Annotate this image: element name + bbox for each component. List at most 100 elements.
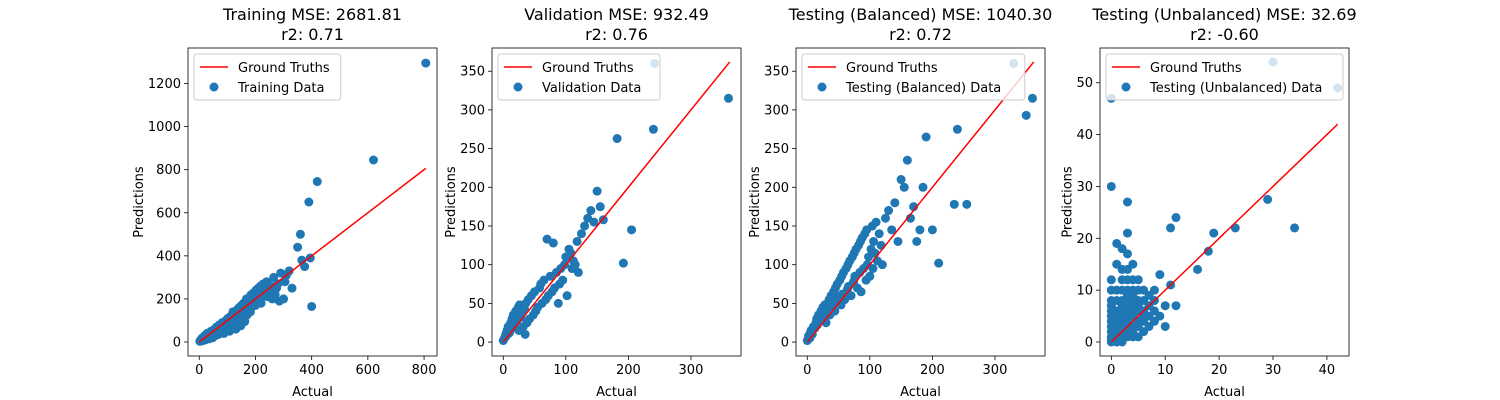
plot-title: Testing (Unbalanced) MSE: 32.69 <box>1091 5 1356 24</box>
data-point <box>871 217 881 227</box>
x-axis-label: Actual <box>900 385 941 400</box>
data-point <box>1203 246 1213 256</box>
data-point <box>553 298 563 308</box>
data-point <box>612 134 622 144</box>
x-tick-label: 30 <box>1265 363 1282 378</box>
legend: Ground Truths Testing (Unbalanced) Data <box>1105 53 1344 101</box>
data-point <box>618 258 628 268</box>
data-point <box>896 175 906 185</box>
y-tick-label: 250 <box>764 142 789 157</box>
y-tick-label: 350 <box>460 65 485 80</box>
y-tick-label: 200 <box>156 292 181 307</box>
plot-title: Validation MSE: 932.49 <box>524 5 709 24</box>
data-point <box>876 240 886 250</box>
y-axis-label: Predictions <box>1060 166 1075 238</box>
data-point <box>558 275 568 285</box>
x-tick-label: 20 <box>1211 363 1228 378</box>
x-axis-label: Actual <box>292 385 333 400</box>
legend-marker-swatch <box>513 82 523 92</box>
data-point <box>912 236 922 246</box>
y-tick-label: 0 <box>477 336 485 351</box>
data-point <box>627 225 637 235</box>
x-tick-label: 200 <box>243 363 268 378</box>
legend-box <box>801 53 1026 101</box>
legend-label-ground-truths: Ground Truths <box>846 61 938 76</box>
data-point <box>884 206 894 216</box>
data-point <box>927 225 937 235</box>
scatter-points <box>1106 57 1343 347</box>
data-point <box>273 279 283 289</box>
data-point <box>846 291 856 301</box>
data-point <box>307 301 317 311</box>
y-tick-label: 10 <box>1076 284 1093 299</box>
data-point <box>566 248 576 258</box>
data-point <box>548 238 558 248</box>
data-point <box>934 258 944 268</box>
x-tick-label: 100 <box>857 363 882 378</box>
x-tick-label: 800 <box>412 363 437 378</box>
legend: Ground Truths Validation Data <box>497 53 661 101</box>
data-point <box>1122 197 1132 207</box>
data-point <box>573 267 583 277</box>
axes-frame <box>187 47 438 357</box>
data-point <box>893 236 903 246</box>
x-tick-label: 0 <box>499 363 507 378</box>
legend-label-ground-truths: Ground Truths <box>542 61 634 76</box>
data-point <box>887 225 897 235</box>
data-point <box>869 236 879 246</box>
data-point <box>293 242 303 252</box>
data-point <box>284 266 294 276</box>
data-point <box>921 132 931 142</box>
y-tick-label: 50 <box>1076 76 1093 91</box>
data-point <box>918 182 928 192</box>
ground-truth-line <box>198 167 427 343</box>
ground-truth-line <box>502 61 731 343</box>
data-point <box>580 221 590 231</box>
plot-subtitle: r2: 0.72 <box>889 25 952 44</box>
data-point <box>312 177 322 187</box>
data-point <box>899 182 909 192</box>
y-tick-label: 20 <box>1076 232 1093 247</box>
data-point <box>279 294 289 304</box>
plot-subtitle: r2: 0.71 <box>281 25 344 44</box>
data-point <box>300 262 310 272</box>
data-point <box>870 248 880 258</box>
plot-title: Training MSE: 2681.81 <box>222 5 402 24</box>
y-tick-label: 250 <box>460 142 485 157</box>
x-tick-label: 0 <box>803 363 811 378</box>
ground-truth-line <box>806 61 1035 343</box>
data-point <box>287 283 297 293</box>
data-point <box>877 260 887 270</box>
y-tick-label: 50 <box>468 297 485 312</box>
data-point <box>592 186 602 196</box>
y-tick-label: 150 <box>764 219 789 234</box>
data-point <box>520 329 530 339</box>
data-point <box>586 206 596 216</box>
legend: Ground Truths Training Data <box>193 53 342 101</box>
data-point <box>902 155 912 165</box>
y-tick-label: 600 <box>156 206 181 221</box>
y-tick-label: 1200 <box>148 77 181 92</box>
y-tick-label: 100 <box>460 258 485 273</box>
data-point <box>304 197 314 207</box>
y-tick-label: 0 <box>1085 336 1093 351</box>
y-tick-label: 300 <box>764 103 789 118</box>
data-point <box>576 229 586 239</box>
x-tick-label: 300 <box>983 363 1008 378</box>
x-tick-label: 200 <box>616 363 641 378</box>
data-point <box>1128 259 1138 269</box>
data-point <box>368 155 378 165</box>
x-tick-label: 600 <box>355 363 380 378</box>
y-tick-label: 800 <box>156 163 181 178</box>
data-point <box>1021 110 1031 120</box>
data-point <box>1160 301 1170 311</box>
y-tick-label: 400 <box>156 249 181 264</box>
x-tick-label: 0 <box>1107 363 1115 378</box>
axes-frame <box>491 47 742 357</box>
y-tick-label: 200 <box>460 181 485 196</box>
data-point <box>865 271 875 281</box>
